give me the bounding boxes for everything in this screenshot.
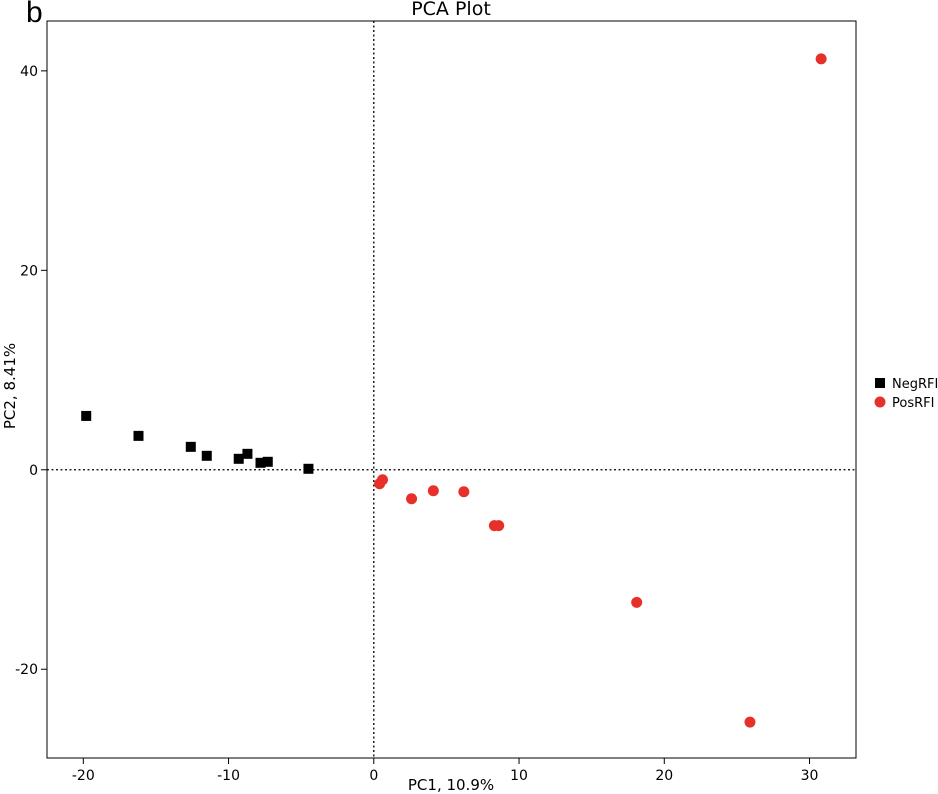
x-axis-label: PC1, 10.9% xyxy=(408,776,494,794)
point-negrfi xyxy=(303,463,314,474)
y-tick-label: 40 xyxy=(20,64,38,80)
y-axis-ticks: -20 0 20 40 xyxy=(15,64,47,678)
x-tick-label: 10 xyxy=(510,768,528,784)
point-posrfi xyxy=(458,486,470,498)
point-negrfi xyxy=(262,456,273,467)
y-tick-label: -20 xyxy=(15,662,38,678)
x-tick-label: 30 xyxy=(801,768,819,784)
y-axis-label: PC2, 8.41% xyxy=(1,343,19,429)
point-posrfi xyxy=(744,716,756,728)
point-posrfi xyxy=(631,596,643,608)
data-points xyxy=(81,53,827,728)
point-posrfi xyxy=(406,493,418,505)
point-negrfi xyxy=(255,457,266,468)
legend: NegRFI PosRFI xyxy=(874,377,938,411)
panel-letter: b xyxy=(26,0,43,29)
point-negrfi xyxy=(81,410,92,421)
y-tick-label: 20 xyxy=(20,263,38,279)
plot-frame xyxy=(46,20,857,759)
reference-lines xyxy=(47,21,856,758)
point-posrfi xyxy=(427,485,439,497)
point-negrfi xyxy=(242,448,253,459)
point-posrfi xyxy=(493,520,505,532)
legend-label-posrfi: PosRFI xyxy=(892,396,934,411)
y-tick-label: 0 xyxy=(29,463,38,479)
point-negrfi xyxy=(185,441,196,452)
x-tick-label: 20 xyxy=(655,768,673,784)
point-negrfi xyxy=(133,430,144,441)
legend-marker-negrfi xyxy=(875,378,885,388)
x-tick-label: 0 xyxy=(369,768,378,784)
legend-marker-posrfi xyxy=(874,396,886,408)
x-tick-label: -20 xyxy=(72,768,95,784)
point-posrfi xyxy=(377,474,389,486)
x-axis-ticks: -20 -10 0 10 20 30 xyxy=(72,758,819,784)
point-negrfi xyxy=(233,453,244,464)
chart-title: PCA Plot xyxy=(411,0,491,20)
point-posrfi xyxy=(815,53,827,65)
point-negrfi xyxy=(201,450,212,461)
x-tick-label: -10 xyxy=(217,768,240,784)
legend-label-negrfi: NegRFI xyxy=(892,377,938,392)
